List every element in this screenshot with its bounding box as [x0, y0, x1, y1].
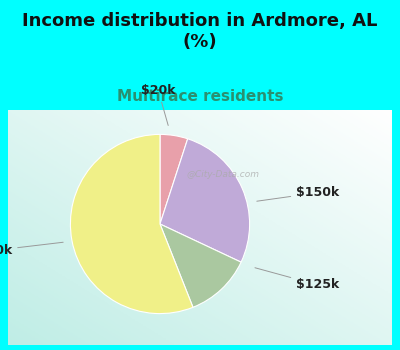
Text: $20k: $20k — [141, 84, 176, 125]
Text: $150k: $150k — [257, 186, 340, 201]
Text: Income distribution in Ardmore, AL
(%): Income distribution in Ardmore, AL (%) — [22, 12, 378, 51]
FancyBboxPatch shape — [8, 110, 392, 345]
Wedge shape — [160, 134, 188, 224]
Wedge shape — [160, 224, 241, 307]
Wedge shape — [70, 134, 193, 314]
Text: $200k: $200k — [0, 242, 63, 257]
Text: Multirace residents: Multirace residents — [117, 89, 283, 104]
Text: @City-Data.com: @City-Data.com — [187, 170, 260, 179]
Text: $125k: $125k — [255, 268, 340, 292]
Wedge shape — [160, 139, 250, 262]
